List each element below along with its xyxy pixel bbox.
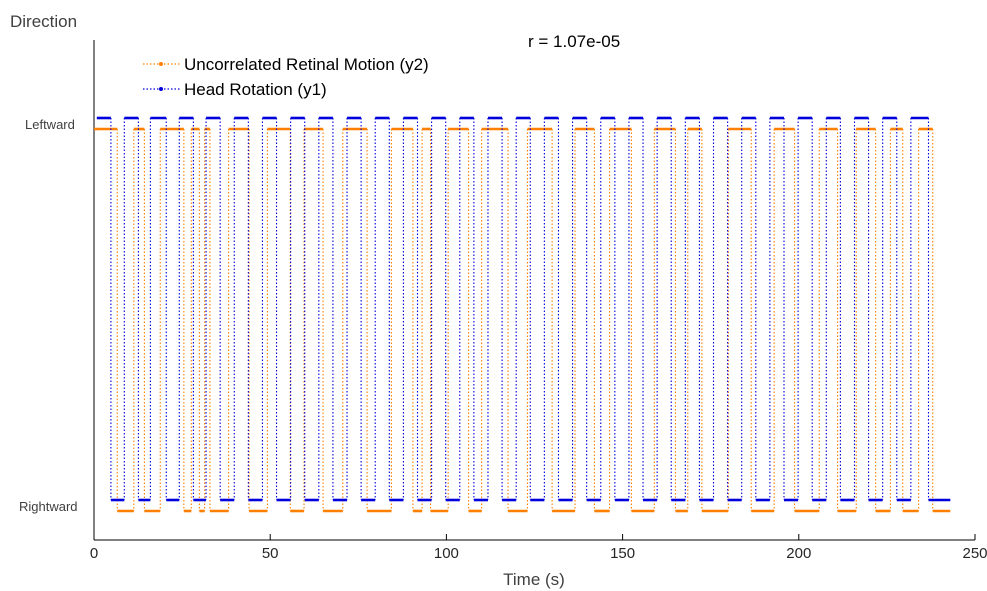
- series-layer: [94, 116, 951, 513]
- x-tick-label-150: 150: [610, 545, 635, 562]
- legend-label-y2: Uncorrelated Retinal Motion (y2): [184, 55, 429, 74]
- y-tick-label-rightward: Rightward: [19, 499, 78, 514]
- y-tick-label-leftward: Leftward: [25, 117, 75, 132]
- x-tick-label-250: 250: [962, 545, 987, 562]
- x-ticks: 0 50 100 150 200 250: [90, 534, 987, 562]
- x-tick-label-0: 0: [90, 545, 98, 562]
- axes: [93, 40, 975, 541]
- series-y2: [94, 127, 951, 513]
- legend-marker-y2: [159, 62, 163, 66]
- x-axis-title: Time (s): [503, 570, 565, 589]
- legend: Uncorrelated Retinal Motion (y2) Head Ro…: [143, 55, 429, 99]
- y-axis-title: Direction: [10, 12, 77, 31]
- x-tick-label-100: 100: [434, 545, 459, 562]
- x-tick-label-200: 200: [786, 545, 811, 562]
- x-tick-label-50: 50: [262, 545, 279, 562]
- correlation-annotation: r = 1.07e-05: [528, 32, 620, 51]
- legend-marker-y1: [159, 87, 163, 91]
- series-y1: [96, 116, 951, 502]
- legend-label-y1: Head Rotation (y1): [184, 80, 327, 99]
